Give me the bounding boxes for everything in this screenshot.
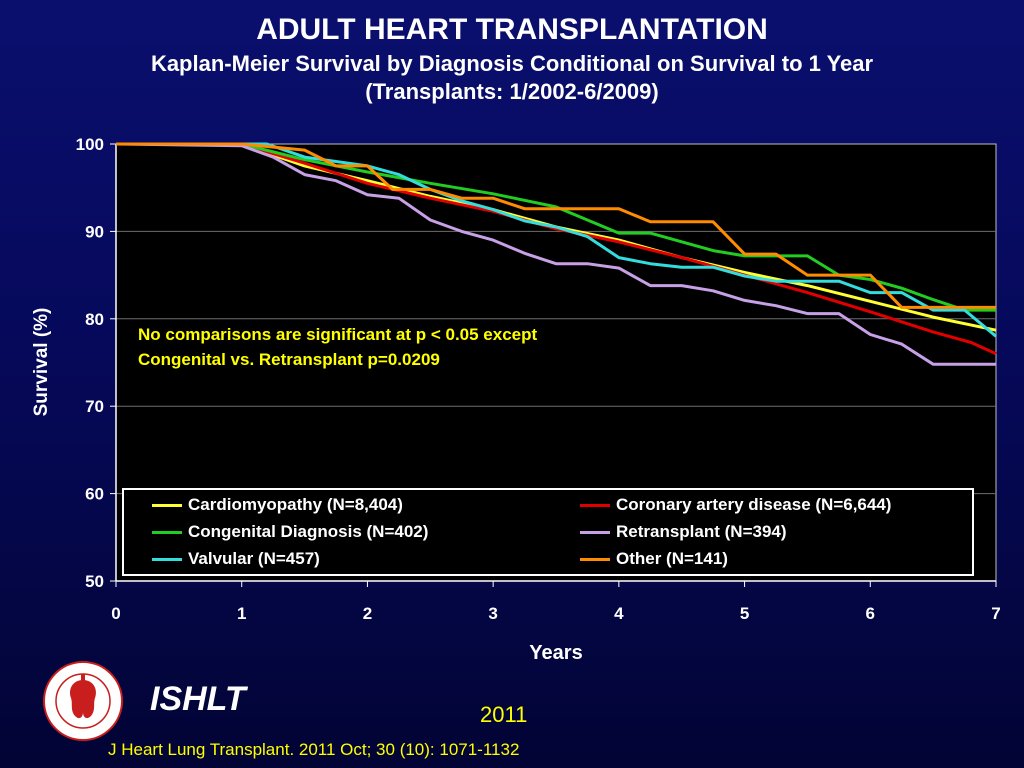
- y-tick-label: 100: [76, 135, 104, 154]
- legend-swatch: [580, 530, 610, 534]
- x-axis-label: Years: [529, 642, 583, 664]
- journal-citation: J Heart Lung Transplant. 2011 Oct; 30 (1…: [108, 740, 520, 759]
- legend-label: Other (N=141): [616, 549, 728, 568]
- series-line-2: [116, 142, 996, 312]
- legend-swatch: [152, 530, 182, 534]
- x-tick-label: 4: [614, 604, 624, 623]
- legend-item-coronary-artery-disease: Coronary artery disease (N=6,644): [580, 495, 891, 515]
- legend-swatch: [152, 557, 182, 561]
- legend-label: Congenital Diagnosis (N=402): [188, 522, 429, 541]
- legend-label: Valvular (N=457): [188, 549, 320, 568]
- ishlt-wordmark: ISHLT: [150, 680, 246, 718]
- x-tick-label: 5: [740, 604, 749, 623]
- legend-swatch: [580, 503, 610, 507]
- legend-label: Cardiomyopathy (N=8,404): [188, 495, 403, 514]
- series-line-0: [116, 142, 997, 332]
- x-tick-label: 3: [488, 604, 497, 623]
- series-line-5: [116, 142, 996, 309]
- significance-annotation: No comparisons are significant at p < 0.…: [138, 322, 537, 372]
- series-line-3: [115, 142, 996, 366]
- legend-item-valvular: Valvular (N=457): [152, 549, 320, 569]
- y-axis-label: Survival (%): [31, 307, 52, 417]
- publication-year: 2011: [480, 702, 528, 727]
- x-tick-label: 1: [237, 604, 246, 623]
- y-tick-label: 60: [85, 485, 104, 504]
- x-tick-label: 0: [111, 604, 120, 623]
- legend-label: Retransplant (N=394): [616, 522, 787, 541]
- page-subtitle: Kaplan-Meier Survival by Diagnosis Condi…: [150, 51, 874, 76]
- title-block: ADULT HEART TRANSPLANTATION Kaplan-Meier…: [0, 12, 1024, 106]
- y-tick-label: 50: [85, 572, 104, 591]
- x-tick-label: 7: [991, 604, 1000, 623]
- x-tick-label: 6: [866, 604, 875, 623]
- page-title: ADULT HEART TRANSPLANTATION: [256, 13, 768, 46]
- legend-item-congenital: Congenital Diagnosis (N=402): [152, 522, 428, 542]
- annotation-line-1: No comparisons are significant at p < 0.…: [138, 325, 538, 344]
- legend-swatch: [580, 557, 610, 561]
- y-tick-label: 80: [85, 310, 104, 329]
- x-tick-label: 2: [363, 604, 372, 623]
- chart-legend: Cardiomyopathy (N=8,404) Coronary artery…: [122, 488, 974, 576]
- series-line-1: [116, 142, 997, 356]
- legend-item-other: Other (N=141): [580, 549, 728, 569]
- ishlt-logo: [43, 661, 123, 741]
- y-tick-label: 90: [85, 222, 104, 241]
- legend-item-retransplant: Retransplant (N=394): [580, 522, 787, 542]
- y-tick-label: 70: [85, 397, 104, 416]
- legend-label: Coronary artery disease (N=6,644): [616, 495, 892, 514]
- page-subtitle-date-range: (Transplants: 1/2002-6/2009): [365, 79, 659, 104]
- series-line-4: [116, 142, 997, 338]
- legend-item-cardiomyopathy: Cardiomyopathy (N=8,404): [152, 495, 403, 515]
- annotation-line-2: Congenital vs. Retransplant p=0.0209: [138, 350, 440, 369]
- legend-swatch: [152, 503, 182, 507]
